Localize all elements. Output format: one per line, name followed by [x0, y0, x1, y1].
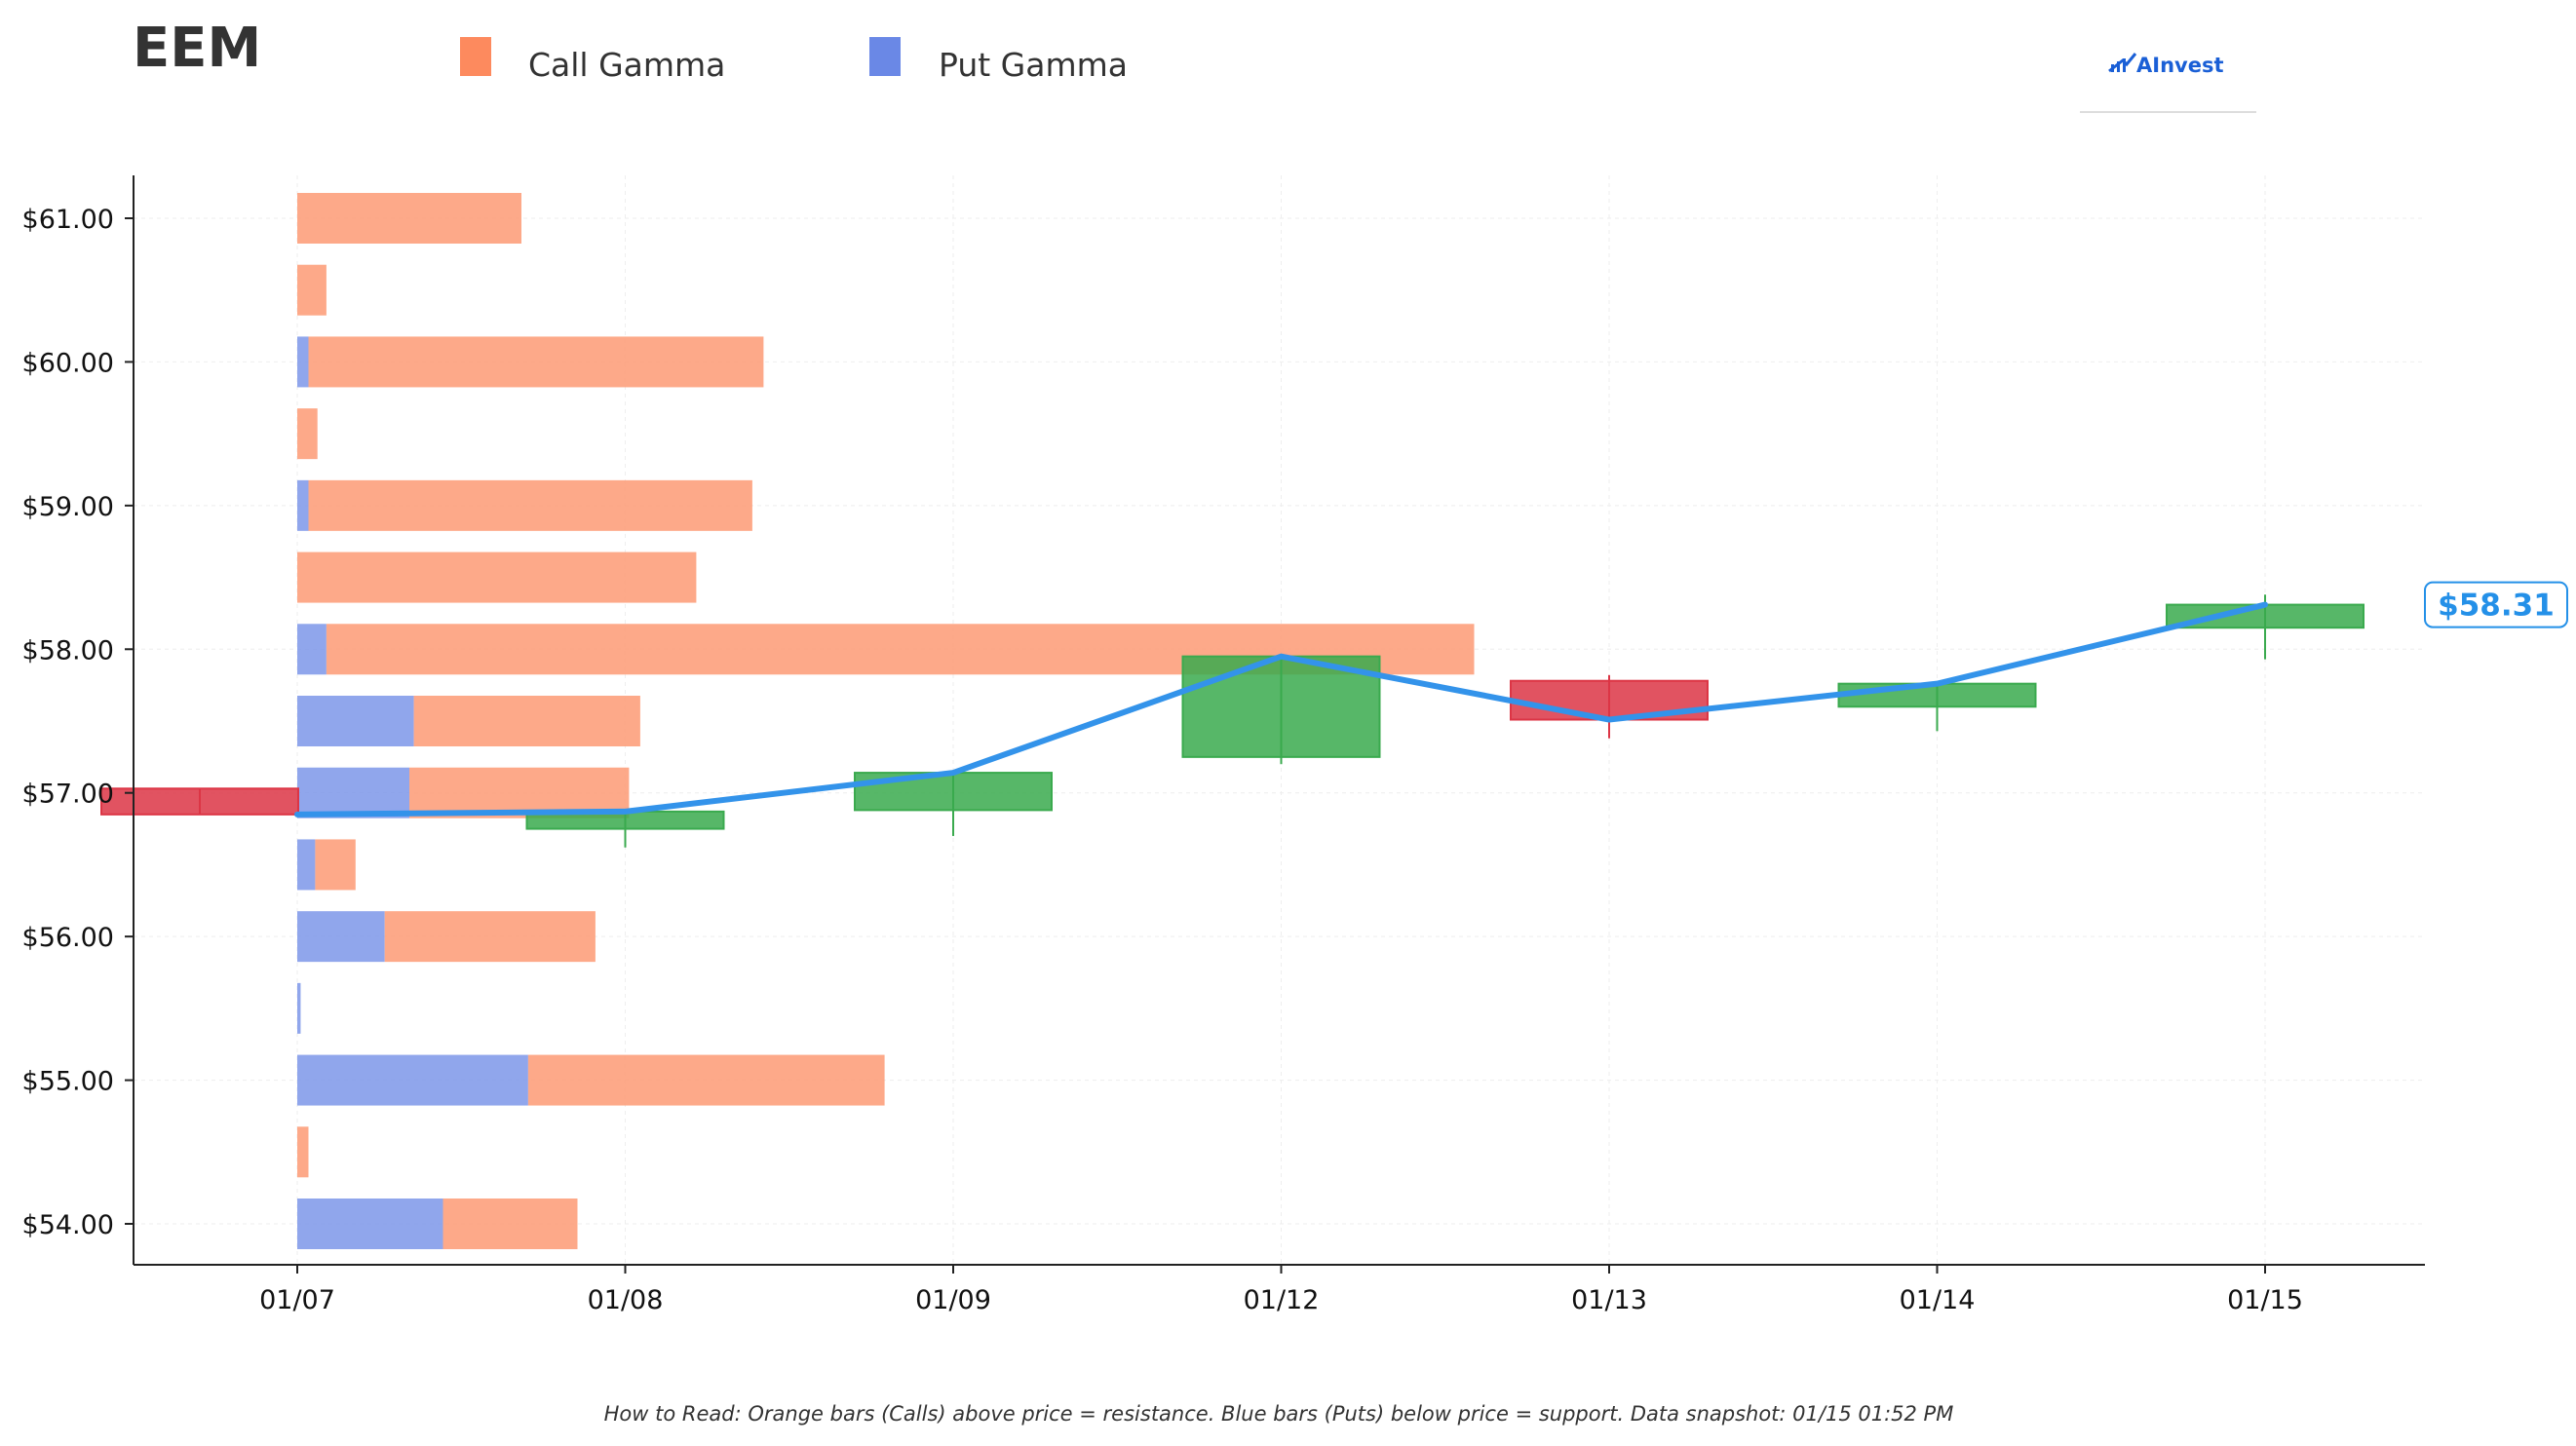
call-gamma-bar — [413, 696, 640, 746]
x-tick-label: 01/13 — [1571, 1285, 1647, 1315]
x-tick-label: 01/09 — [915, 1285, 991, 1315]
y-tick-label: $59.00 — [22, 492, 114, 522]
call-gamma-bar — [384, 911, 596, 963]
put-gamma-bar — [297, 1054, 528, 1106]
put-gamma-bar — [297, 767, 409, 818]
put-gamma-bar — [297, 336, 309, 388]
x-tick-label: 01/12 — [1244, 1285, 1320, 1315]
put-gamma-bar — [297, 479, 309, 531]
x-tick-label: 01/07 — [259, 1285, 335, 1315]
x-tick-label: 01/08 — [588, 1285, 664, 1315]
call-gamma-bar — [297, 193, 521, 244]
call-gamma-bar — [297, 264, 327, 316]
y-tick-label: $60.00 — [22, 348, 114, 378]
legend: Call Gamma Put Gamma — [460, 37, 1128, 84]
y-tick-label: $54.00 — [22, 1210, 114, 1240]
call-gamma-bar — [308, 336, 764, 388]
logo-text: AInvest — [2136, 54, 2224, 77]
last-price-tag: $58.31 — [2424, 581, 2568, 628]
legend-call-swatch — [460, 37, 491, 76]
legend-call-label: Call Gamma — [528, 46, 725, 84]
legend-put-label: Put Gamma — [939, 46, 1128, 84]
call-gamma-bar — [315, 839, 356, 891]
put-gamma-bar — [297, 624, 327, 675]
y-tick-label: $57.00 — [22, 780, 114, 810]
x-tick-label: 01/15 — [2227, 1285, 2303, 1315]
call-gamma-bar — [442, 1199, 578, 1249]
legend-put-swatch — [869, 37, 901, 76]
x-tick-label: 01/14 — [1900, 1285, 1976, 1315]
call-gamma-bar — [297, 1126, 309, 1178]
footnote: How to Read: Orange bars (Calls) above p… — [604, 1402, 1954, 1426]
last-price-label: $58.31 — [2438, 589, 2555, 624]
put-gamma-bar — [297, 982, 301, 1034]
candle-body — [1181, 655, 1381, 758]
y-tick-label: $61.00 — [22, 205, 114, 235]
put-gamma-bar — [297, 839, 316, 891]
put-gamma-bar — [297, 696, 414, 746]
y-tick-label: $55.00 — [22, 1067, 114, 1097]
ainvest-logo: AInvest — [2080, 53, 2256, 113]
call-gamma-bar — [308, 479, 752, 531]
ticker-title: EEM — [133, 17, 261, 80]
call-gamma-bar — [527, 1054, 885, 1106]
last-price-box — [2424, 581, 2568, 628]
logo-chart-icon — [2108, 53, 2137, 73]
candles — [100, 594, 2365, 848]
price-line — [294, 601, 2268, 818]
candle-body — [1837, 682, 2037, 708]
axes: $61.00 $60.00 $59.00 $58.00 $57.00 $56.00 $55.… — [22, 175, 2425, 1315]
call-gamma-bar — [297, 408, 318, 460]
put-gamma-bar — [297, 911, 385, 963]
y-tick-label: $58.00 — [22, 635, 114, 666]
y-tick-label: $56.00 — [22, 923, 114, 953]
price-line-layer — [294, 601, 2268, 818]
put-gamma-bar — [297, 1199, 443, 1249]
call-gamma-bar — [297, 552, 697, 603]
